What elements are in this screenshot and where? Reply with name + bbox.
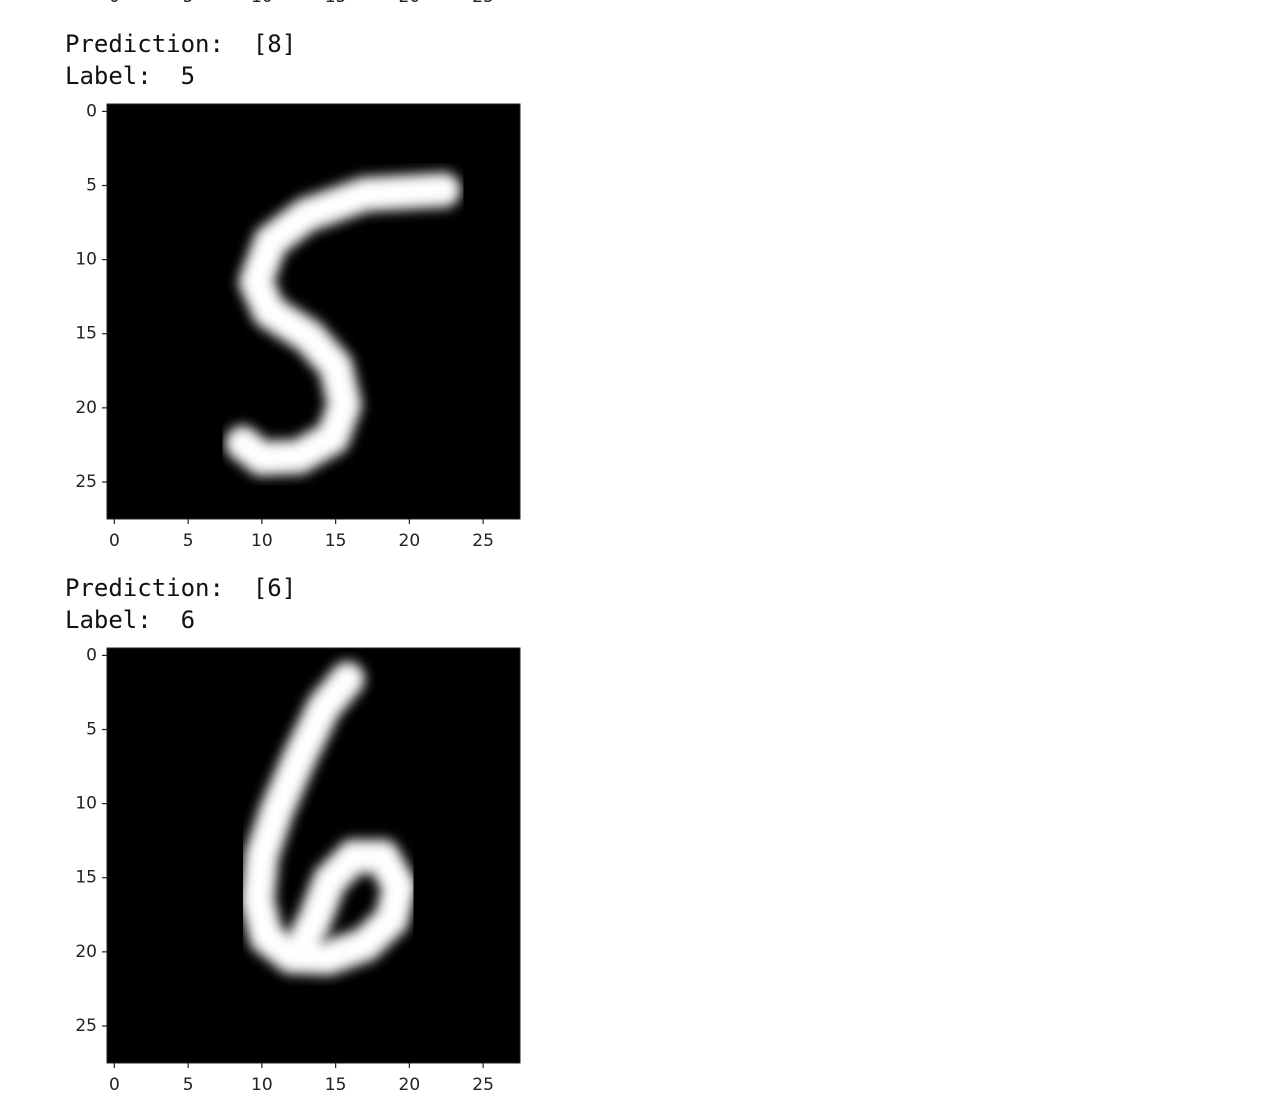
prediction-text: Prediction: [8]: [65, 30, 296, 58]
axes-frame: [106, 647, 521, 1064]
y-tick-label: 20: [75, 398, 97, 418]
y-tick-label: 10: [75, 250, 97, 270]
y-tick-label: 0: [86, 101, 97, 121]
y-tick-label: 25: [75, 472, 97, 492]
x-tick-label: 15: [325, 0, 347, 7]
x-tick-label: 20: [399, 1075, 421, 1095]
digit-image: [107, 104, 520, 519]
axes-frame: [106, 103, 521, 520]
x-tick-label: 15: [325, 531, 347, 551]
x-tick-label: 5: [183, 531, 194, 551]
x-tick-label: 25: [472, 0, 494, 7]
y-tick-label: 5: [86, 176, 97, 196]
prediction-text: Prediction: [6]: [65, 574, 296, 602]
x-tick-label: 10: [251, 0, 273, 7]
y-tick-label: 10: [75, 794, 97, 814]
x-tick-label: 10: [251, 531, 273, 551]
x-tick-label: 25: [472, 1075, 494, 1095]
y-tick-label: 20: [75, 942, 97, 962]
label-text: Label: 5: [65, 62, 195, 90]
digit-image: [107, 648, 520, 1063]
y-tick-label: 25: [75, 1016, 97, 1036]
label-text: Label: 6: [65, 606, 195, 634]
x-tick-label: 20: [399, 531, 421, 551]
x-tick-label: 25: [472, 531, 494, 551]
x-tick-label: 5: [183, 0, 194, 7]
x-tick-label: 0: [109, 1075, 120, 1095]
x-tick-label: 5: [183, 1075, 194, 1095]
x-tick-label: 0: [109, 531, 120, 551]
y-tick-label: 5: [86, 720, 97, 740]
x-tick-label: 15: [325, 1075, 347, 1095]
x-tick-label: 10: [251, 1075, 273, 1095]
y-tick-label: 0: [86, 645, 97, 665]
y-tick-label: 15: [75, 868, 97, 888]
x-tick-label: 20: [399, 0, 421, 7]
y-tick-label: 15: [75, 324, 97, 344]
x-tick-label: 0: [109, 0, 120, 7]
